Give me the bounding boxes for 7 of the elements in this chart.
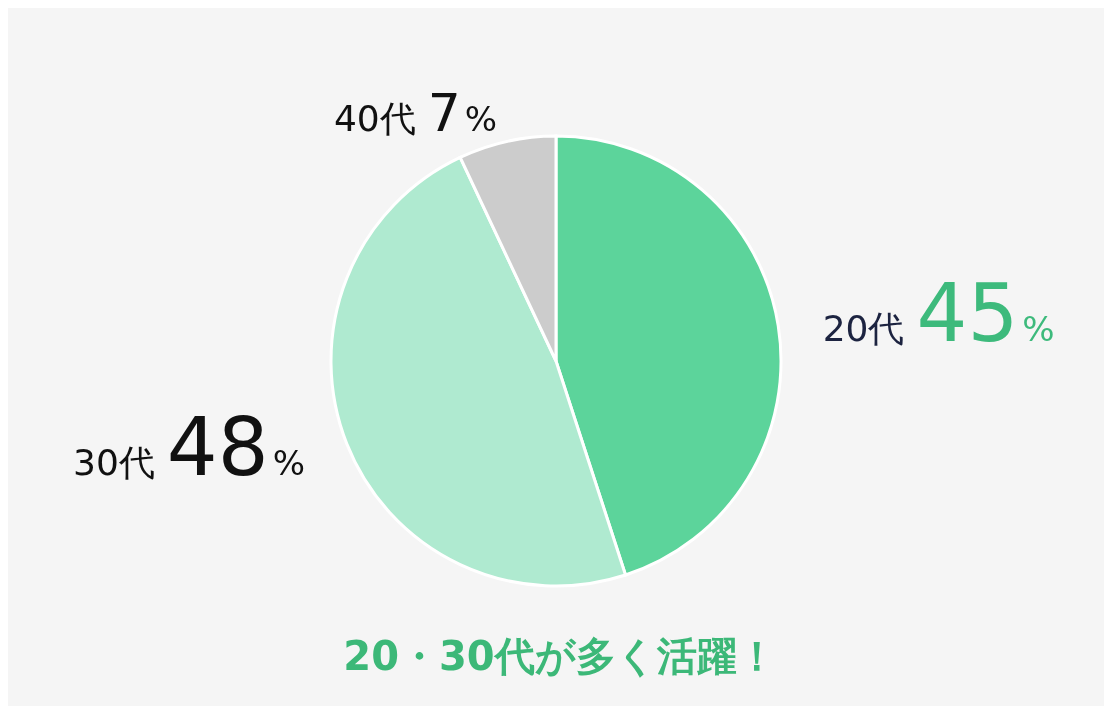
data-label: 45% [916, 266, 1055, 360]
data-label: 48% [166, 401, 305, 495]
text: 20・30代が多く活躍！ [343, 633, 777, 679]
slice-label: 30代 [73, 442, 155, 484]
data-label: 7% [427, 82, 498, 143]
slice-label: 40代 [333, 97, 416, 139]
slice-label: 20代 [822, 307, 905, 349]
